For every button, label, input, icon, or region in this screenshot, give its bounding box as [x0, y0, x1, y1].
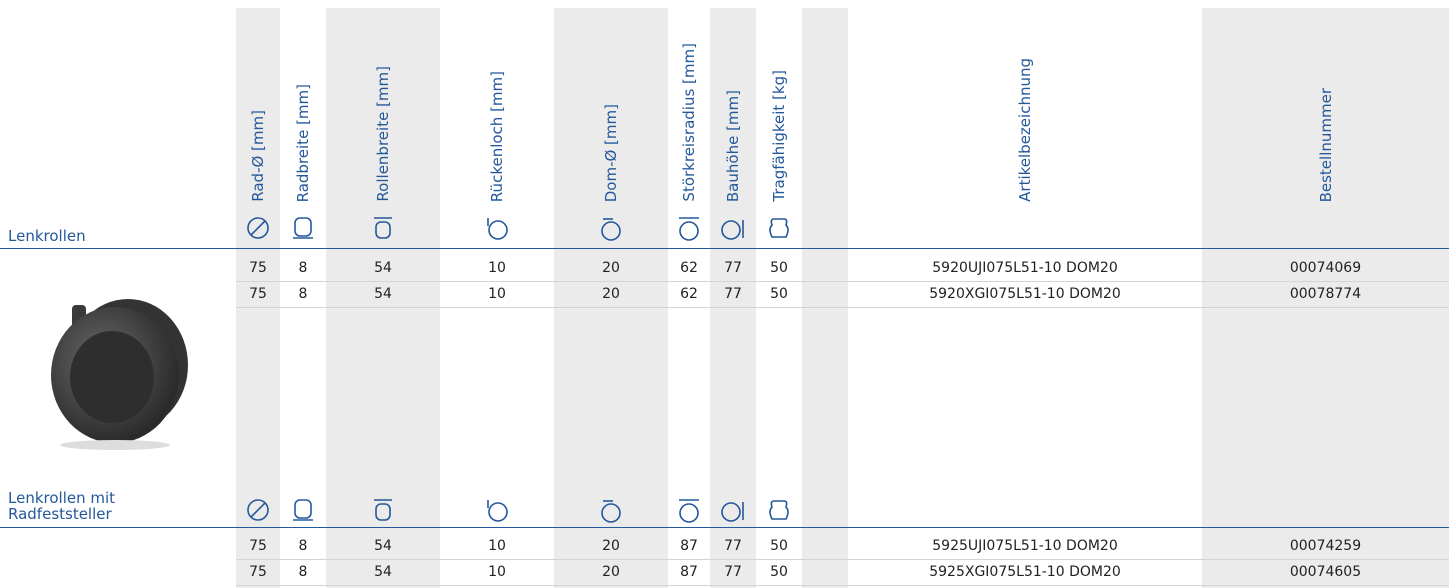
- column-header: Bauhöhe [mm]: [710, 10, 756, 202]
- table-cell: 8: [298, 538, 308, 554]
- column-shade: [554, 8, 668, 588]
- table-cell: 10: [488, 564, 506, 580]
- table-cell: 75: [249, 260, 267, 276]
- table-cell: 87: [680, 564, 698, 580]
- row-separator: [236, 559, 1449, 560]
- table-cell: 77: [724, 286, 742, 302]
- icon: [247, 217, 269, 239]
- header-text: Radbreite [mm]: [294, 83, 312, 202]
- icon: [487, 500, 508, 522]
- icon: [679, 217, 699, 241]
- row-separator: [236, 307, 1449, 308]
- section-title: Lenkrollen: [8, 227, 86, 245]
- table-cell: 10: [488, 538, 506, 554]
- row-separator: [236, 281, 1449, 282]
- table-cell: 77: [724, 260, 742, 276]
- table-cell: 00074259: [1289, 538, 1362, 554]
- column-shade: [710, 8, 756, 588]
- icon: [374, 217, 392, 239]
- column-header: Rollenbreite [mm]: [326, 10, 440, 202]
- icon: [247, 499, 269, 521]
- column-shade: [802, 8, 848, 588]
- icon: [601, 500, 621, 523]
- section-rule: [0, 248, 1449, 249]
- table-cell: 50: [770, 538, 788, 554]
- icon: [769, 500, 789, 520]
- icon: [721, 502, 744, 522]
- table-cell: 8: [298, 286, 308, 302]
- header-text: Artikelbezeichnung: [1016, 58, 1034, 202]
- section-rule: [0, 527, 1449, 528]
- column-shade: [236, 8, 280, 588]
- table-cell: 10: [488, 260, 506, 276]
- table-cell: 62: [680, 260, 698, 276]
- header-text: Dom-Ø [mm]: [602, 103, 620, 202]
- header-text: Bestellnummer: [1316, 87, 1335, 202]
- column-header: Rad-Ø [mm]: [236, 10, 280, 202]
- caster-image: [51, 299, 188, 450]
- header-text: Rückenloch [mm]: [488, 70, 506, 202]
- table-cell: 54: [374, 286, 392, 302]
- table-cell: 5920UJI075L51-10 DOM20: [932, 260, 1118, 276]
- table-cell: 00078774: [1289, 286, 1362, 302]
- table-cell: 20: [602, 538, 620, 554]
- table-cell: 00074605: [1289, 564, 1362, 580]
- table-cell: 87: [680, 538, 698, 554]
- table-cell: 8: [298, 260, 308, 276]
- icon: [293, 217, 313, 239]
- icon: [769, 218, 789, 238]
- icon: [601, 218, 621, 241]
- table-cell: 20: [602, 286, 620, 302]
- table-cell: 20: [602, 260, 620, 276]
- table-cell: 50: [770, 564, 788, 580]
- column-shade: [1202, 8, 1449, 588]
- icon: [679, 499, 699, 523]
- header-text: Tragfähigkeit [kg]: [770, 70, 788, 202]
- column-header: Bestellnummer: [1202, 10, 1449, 202]
- table-cell: 54: [374, 538, 392, 554]
- table-cell: 54: [374, 260, 392, 276]
- table-cell: 62: [680, 286, 698, 302]
- column-header: Rückenloch [mm]: [440, 10, 554, 202]
- row-separator: [236, 585, 1449, 586]
- table-cell: 00074069: [1289, 260, 1362, 276]
- table-cell: 20: [602, 564, 620, 580]
- icon: [721, 220, 744, 240]
- section-title: Lenkrollen mit Radfeststeller: [8, 489, 116, 523]
- table-cell: 50: [770, 286, 788, 302]
- table-cell: 77: [724, 564, 742, 580]
- table-cell: 75: [249, 564, 267, 580]
- header-text: Rad-Ø [mm]: [249, 110, 267, 202]
- table-cell: 75: [249, 538, 267, 554]
- table-cell: 77: [724, 538, 742, 554]
- icon: [293, 499, 313, 521]
- column-header: Dom-Ø [mm]: [554, 10, 668, 202]
- table-cell: 50: [770, 260, 788, 276]
- column-header: Störkreisradius [mm]: [668, 10, 710, 202]
- table-cell: 5925UJI075L51-10 DOM20: [932, 538, 1118, 554]
- header-text: Störkreisradius [mm]: [680, 43, 698, 202]
- table-cell: 5920XGI075L51-10 DOM20: [929, 286, 1121, 302]
- header-text: Rollenbreite [mm]: [374, 66, 392, 202]
- column-header: Artikelbezeichnung: [848, 10, 1202, 202]
- column-shade: [326, 8, 440, 588]
- column-header: Tragfähigkeit [kg]: [756, 10, 802, 202]
- column-header: Radbreite [mm]: [280, 10, 326, 202]
- table-cell: 75: [249, 286, 267, 302]
- icon: [374, 499, 392, 521]
- table-cell: 5925XGI075L51-10 DOM20: [929, 564, 1121, 580]
- table-cell: 54: [374, 564, 392, 580]
- icon: [487, 218, 508, 240]
- table-cell: 8: [298, 564, 308, 580]
- header-text: Bauhöhe [mm]: [724, 89, 742, 202]
- table-cell: 10: [488, 286, 506, 302]
